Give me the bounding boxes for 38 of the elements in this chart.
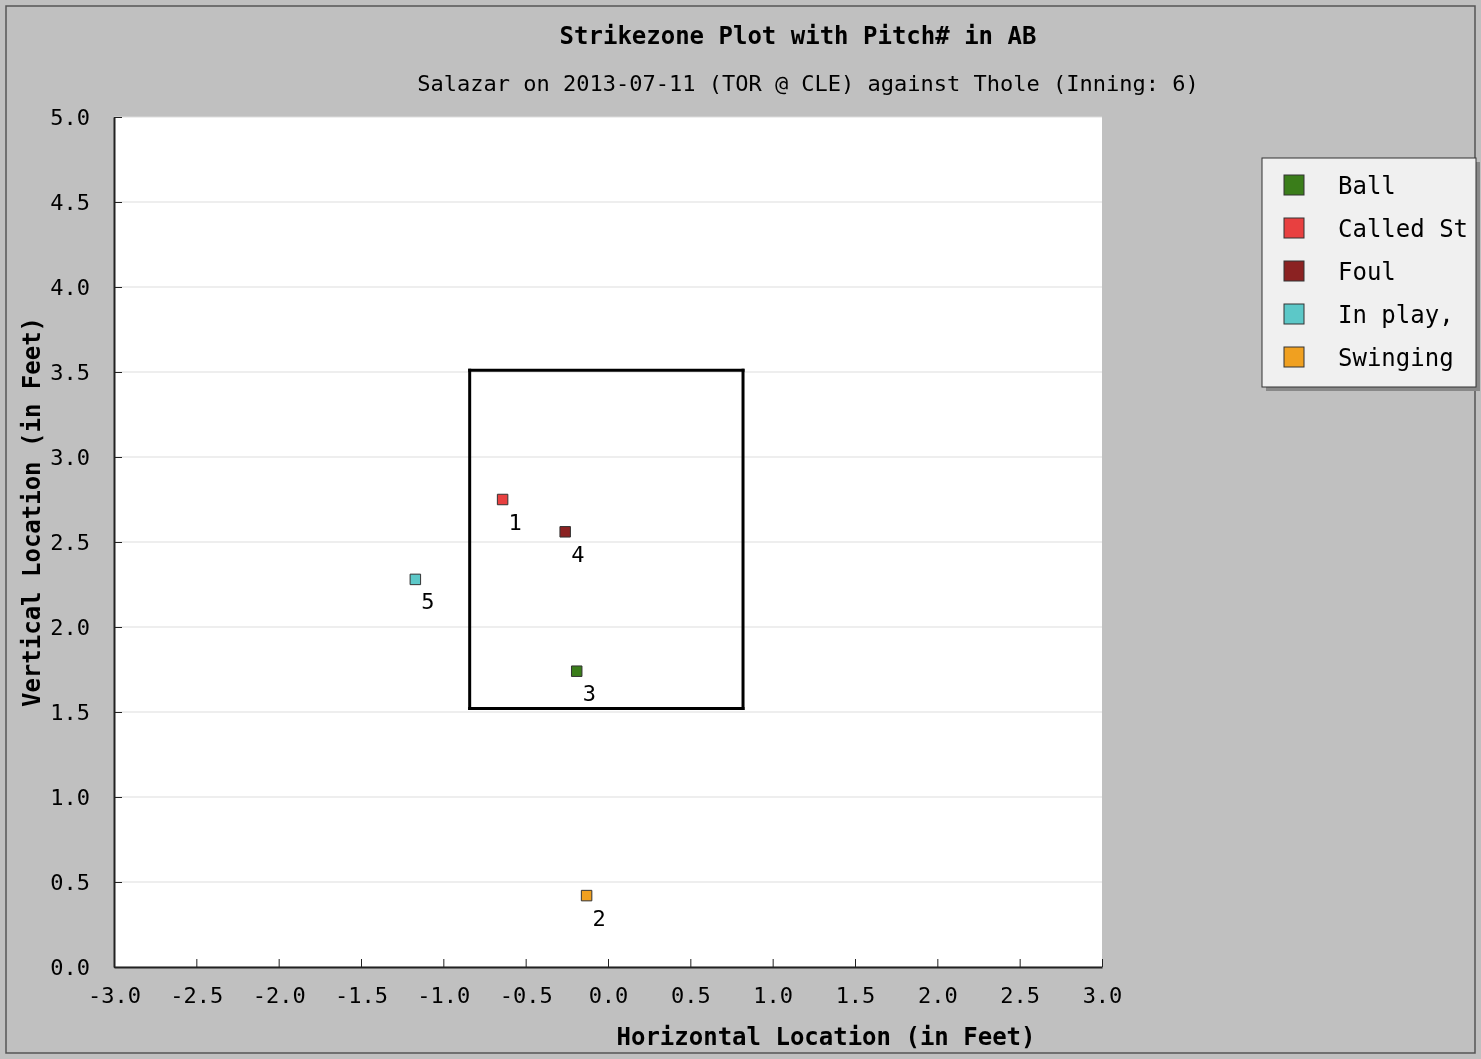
legend-label: Called St (1338, 215, 1469, 243)
y-tick-label: 4.0 (50, 274, 90, 300)
x-tick-label: 0.0 (588, 982, 629, 1008)
x-tick-label: 3.0 (1082, 982, 1123, 1008)
x-tick-label: 1.0 (753, 982, 794, 1008)
x-tick-label: 2.0 (917, 982, 958, 1008)
legend-label: Foul (1338, 258, 1396, 286)
x-axis-title: Horizontal Location (in Feet) (616, 1023, 1036, 1051)
y-tick-label: 1.0 (50, 784, 90, 810)
legend-label: Ball (1338, 172, 1396, 200)
annotation: 5 (421, 589, 435, 615)
x-tick-label: -3.0 (88, 982, 141, 1008)
y-tick-label: 0.5 (50, 869, 90, 895)
x-tick-label: -1.5 (335, 982, 388, 1008)
y-tick-label: 3.0 (50, 444, 90, 470)
legend-label: In play, (1338, 301, 1454, 329)
y-tick-label: 0.0 (50, 954, 90, 980)
annotation: 2 (592, 905, 606, 931)
x-tick-label: -1.0 (417, 982, 471, 1008)
y-tick-label: 1.5 (50, 699, 90, 725)
x-tick-label: 2.5 (1000, 982, 1041, 1008)
y-tick-label: 5.0 (50, 104, 90, 130)
y-tick-label: 2.5 (50, 529, 90, 555)
x-tick-label: 0.5 (670, 982, 711, 1008)
y-axis-title: Vertical Location (in Feet) (18, 316, 46, 708)
annotation: 4 (571, 541, 585, 567)
y-tick-label: 2.0 (50, 614, 90, 640)
annotation: 1 (508, 509, 522, 535)
x-tick-label: -2.0 (252, 982, 306, 1008)
y-tick-label: 3.5 (50, 359, 90, 385)
legend-label: Swinging (1338, 344, 1454, 372)
x-tick-label: -2.5 (170, 982, 224, 1008)
x-tick-label: -0.5 (499, 982, 553, 1008)
annotation: 3 (582, 681, 596, 707)
y-tick-label: 4.5 (50, 189, 90, 215)
x-tick-label: 1.5 (835, 982, 876, 1008)
chart-title: Strikezone Plot with Pitch# in AB (559, 22, 1037, 50)
chart-subtitle: Salazar on 2013-07-11 (TOR @ CLE) against Thole (Inning: 6) (417, 71, 1199, 96)
